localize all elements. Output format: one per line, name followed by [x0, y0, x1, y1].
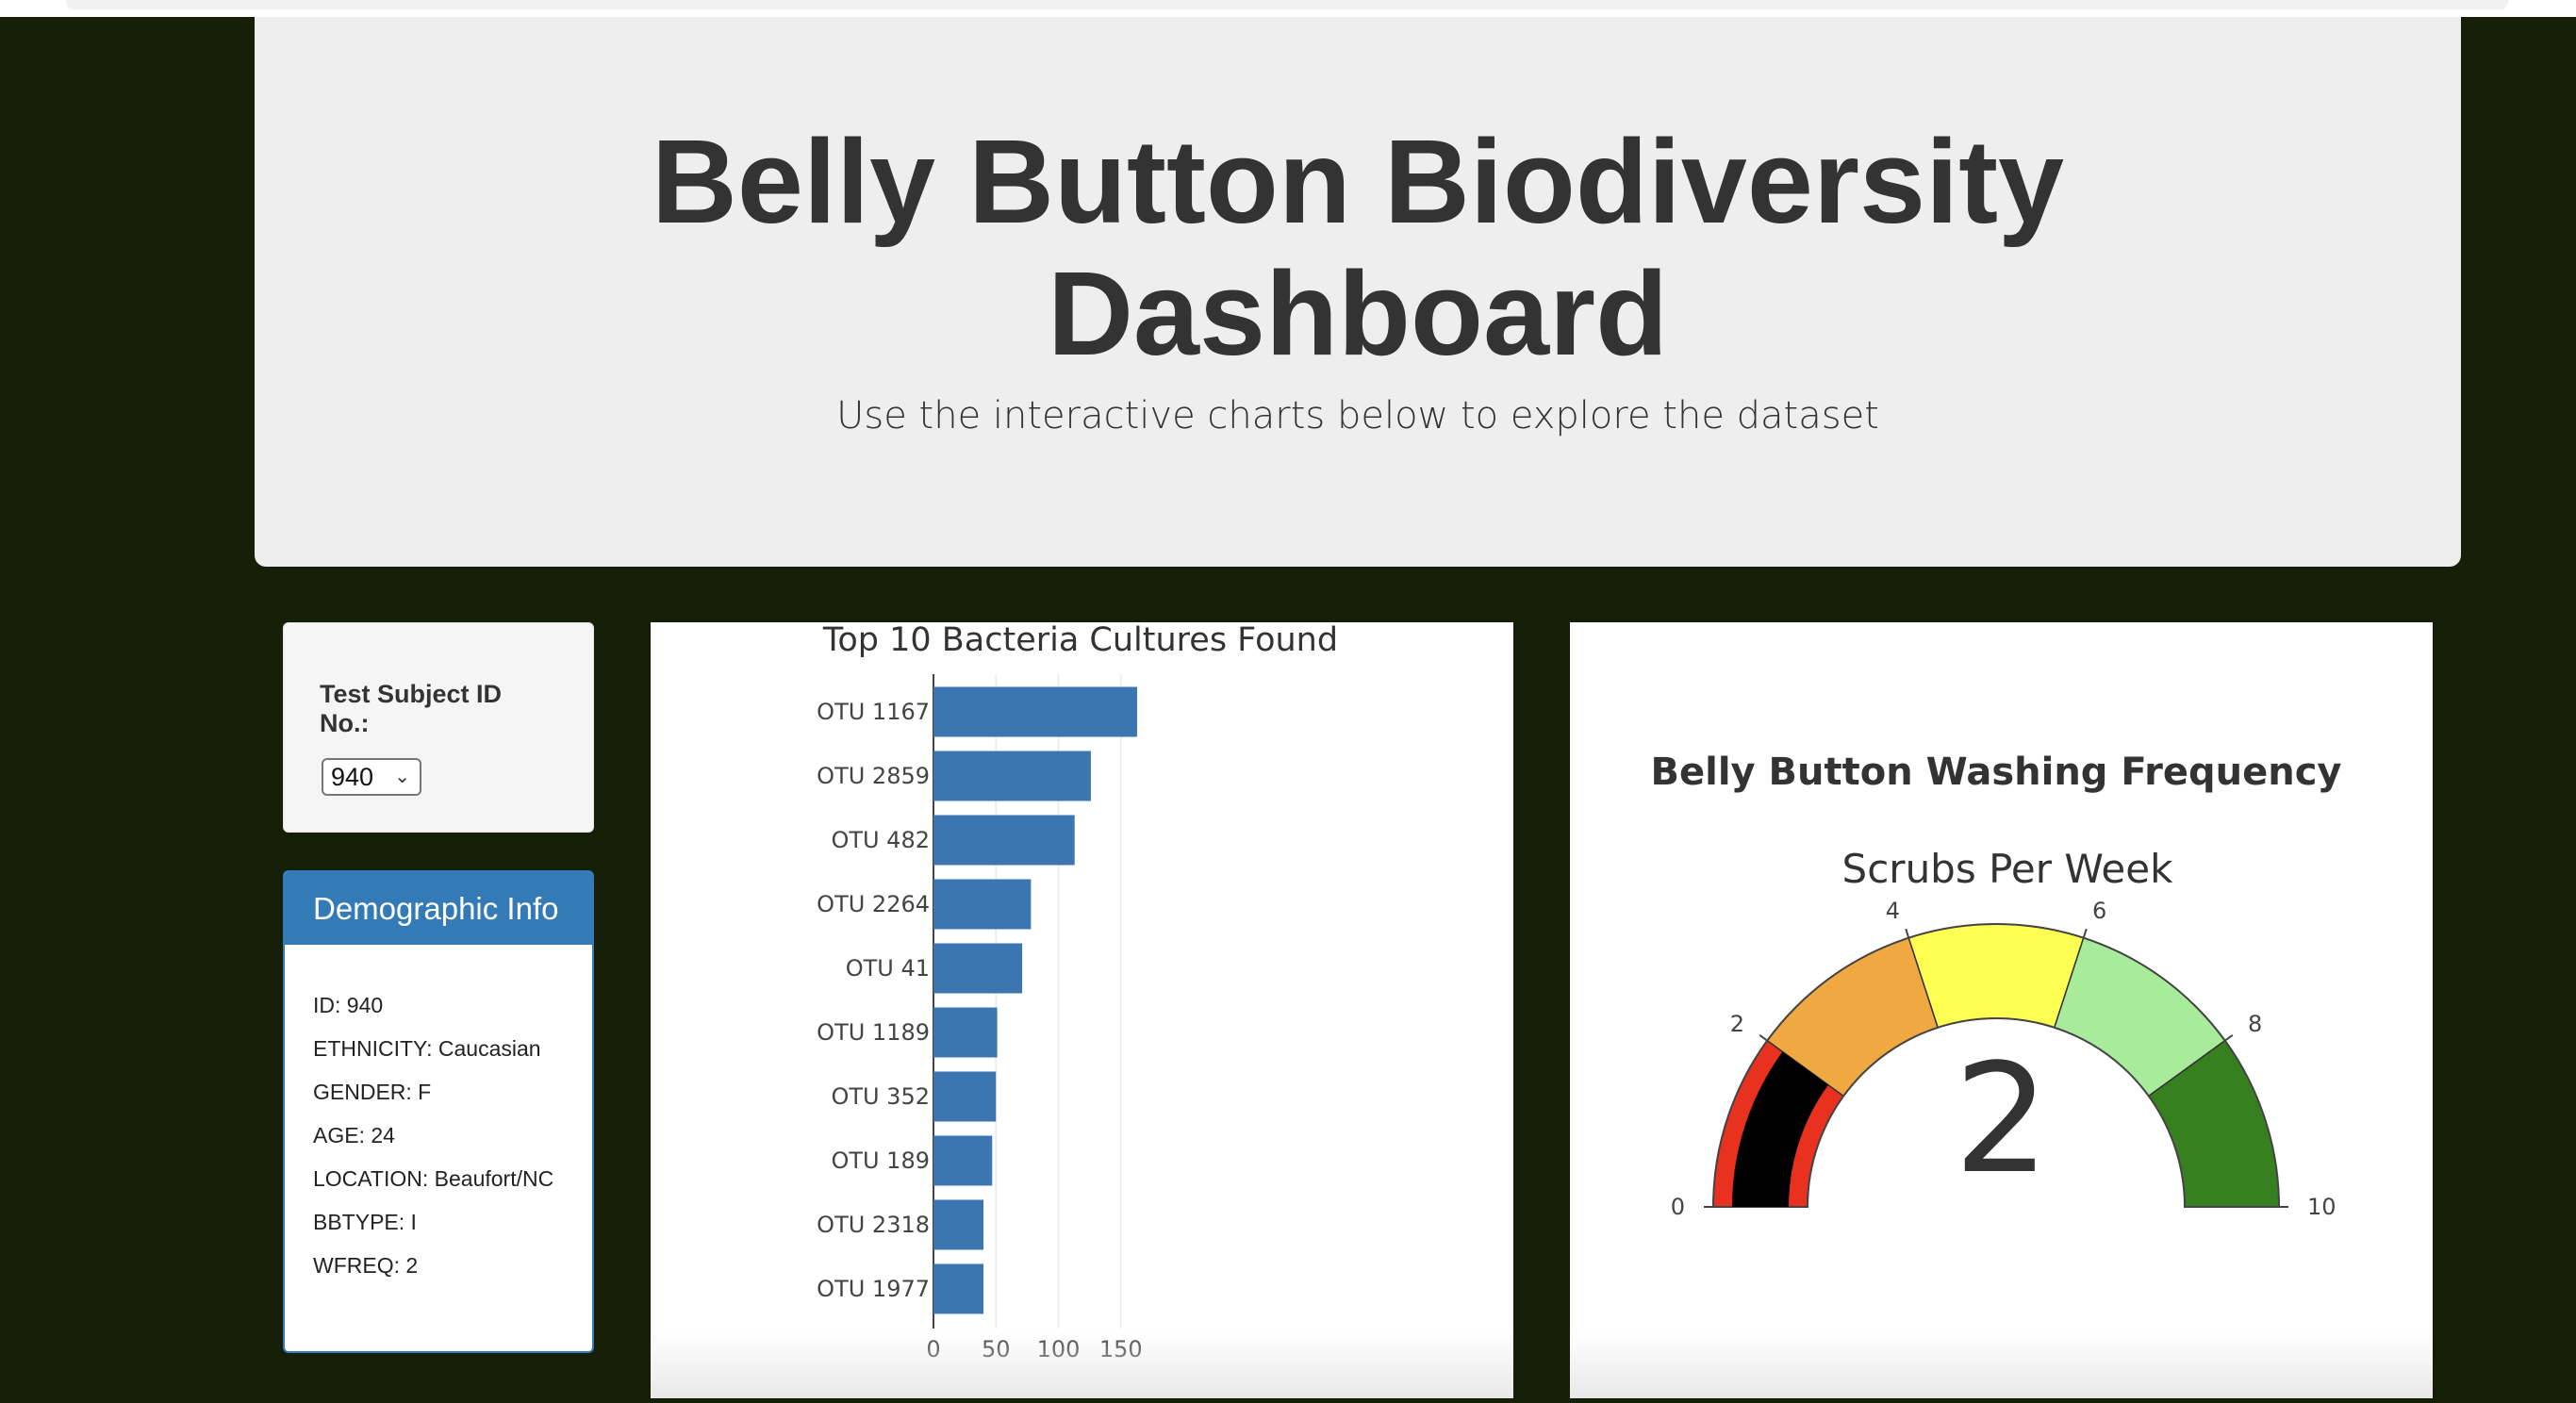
bar-category-label: OTU 41 — [846, 955, 930, 982]
demographic-row-age: AGE: 24 — [313, 1123, 395, 1147]
bar-category-label: OTU 352 — [831, 1083, 930, 1110]
bar-category-label: OTU 2318 — [817, 1212, 930, 1238]
subject-id-selected-value: 940 — [331, 763, 374, 791]
bar-card-fade — [651, 1332, 1513, 1398]
subject-selector-panel: Test Subject ID No.: 940 ⌄ — [283, 622, 594, 833]
gauge-outline — [1711, 923, 2281, 1208]
bar-mark[interactable] — [933, 1007, 998, 1058]
bar-chart: Top 10 Bacteria Cultures Found OTU 1167 O… — [817, 621, 1338, 1362]
bar-category-label: OTU 1977 — [817, 1276, 930, 1302]
demographic-row-location: LOCATION: Beaufort/NC — [313, 1166, 554, 1191]
demographic-row-id: ID: 940 — [313, 993, 384, 1017]
bar-category-label: OTU 2264 — [817, 891, 930, 917]
gauge-card-fade — [1570, 1332, 2433, 1398]
bar-chart-card: Top 10 Bacteria Cultures Found OTU 1167 O… — [651, 621, 1513, 1398]
bar-mark[interactable] — [933, 1071, 997, 1122]
browser-top-bar — [66, 0, 2508, 9]
chevron-down-icon: ⌄ — [394, 767, 410, 787]
demographic-row-wfreq: WFREQ: 2 — [313, 1253, 419, 1278]
demographic-info-list: ID: 940 ETHNICITY: Caucasian GENDER: F A… — [313, 993, 568, 1296]
subject-id-select[interactable]: 940 ⌄ — [322, 758, 421, 796]
bar-mark[interactable] — [933, 1263, 983, 1314]
bar-mark[interactable] — [933, 879, 1032, 930]
bar-category-label: OTU 1167 — [817, 699, 930, 725]
page-subtitle: Use the interactive charts below to expl… — [836, 394, 1879, 437]
gauge-chart: Belly Button Washing Frequency Scrubs Pe… — [1651, 751, 2342, 1220]
bar-mark[interactable] — [933, 1135, 993, 1186]
demographic-row-ethnicity: ETHNICITY: Caucasian — [313, 1036, 541, 1061]
gauge-step-band — [1907, 923, 2085, 1029]
bar-category-label: OTU 189 — [831, 1147, 930, 1174]
gauge-subtitle: Scrubs Per Week — [1842, 846, 2174, 892]
demographic-info-panel: Demographic Info ID: 940 ETHNICITY: Cauc… — [283, 870, 594, 1353]
subject-id-label: Test Subject ID No.: — [320, 680, 503, 737]
bar-mark[interactable] — [933, 1199, 983, 1250]
gauge-tick-label: 0 — [1671, 1194, 1685, 1220]
bar-mark[interactable] — [933, 751, 1091, 801]
bar-mark[interactable] — [933, 686, 1137, 737]
demographic-row-gender: GENDER: F — [313, 1080, 432, 1104]
gauge-chart-card: Belly Button Washing Frequency Scrubs Pe… — [1570, 622, 2433, 1398]
bar-category-label: OTU 2859 — [817, 763, 930, 789]
gauge-tick-mark — [1759, 1033, 1768, 1042]
gauge-title: Belly Button Washing Frequency — [1651, 751, 2342, 794]
bar-chart-title: Top 10 Bacteria Cultures Found — [822, 622, 1338, 659]
bar-mark[interactable] — [933, 943, 1023, 994]
header-jumbotron: Belly Button Biodiversity Dashboard Use … — [255, 17, 2461, 567]
browser-top-strip — [0, 0, 2576, 17]
gauge-tick-label: 8 — [2248, 1011, 2262, 1037]
gauge-value-bar — [1732, 1051, 1829, 1207]
demographic-info-heading: Demographic Info — [285, 872, 592, 945]
demographic-row-bbtype: BBTYPE: I — [313, 1210, 417, 1234]
gauge-tick-label: 6 — [2092, 898, 2106, 924]
gauge-tick-mark — [2224, 1033, 2234, 1042]
bar-category-label: OTU 1189 — [817, 1019, 930, 1046]
gauge-value-number: 2 — [1954, 1031, 2050, 1207]
gauge-tick-mark — [1905, 928, 1910, 938]
gauge-tick-label: 2 — [1730, 1011, 1744, 1037]
page-title: Belly Button Biodiversity Dashboard — [651, 115, 2065, 380]
gauge-tick-label: 10 — [2307, 1194, 2337, 1220]
bar-mark[interactable] — [933, 815, 1075, 866]
gauge-tick-mark — [2082, 928, 2088, 938]
bar-category-label: OTU 482 — [831, 827, 930, 853]
gauge-tick-label: 4 — [1886, 898, 1900, 924]
